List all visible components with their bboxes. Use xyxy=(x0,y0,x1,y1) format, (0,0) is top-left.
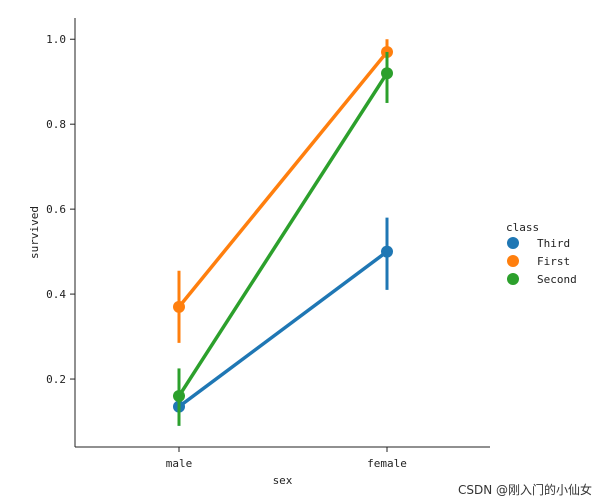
series-layer xyxy=(173,39,393,426)
legend-label: Second xyxy=(537,273,577,286)
legend-label: Third xyxy=(537,237,570,250)
y-tick-label: 0.4 xyxy=(46,288,66,301)
y-tick-label: 0.6 xyxy=(46,203,66,216)
legend-label: First xyxy=(537,255,570,268)
series-line xyxy=(177,50,389,308)
data-point xyxy=(173,390,185,403)
legend-marker xyxy=(507,255,519,267)
y-axis-label: survived xyxy=(28,206,41,259)
legend-marker xyxy=(507,273,519,285)
legend-marker xyxy=(507,237,519,249)
y-tick-label: 1.0 xyxy=(46,33,66,46)
x-tick-label: male xyxy=(166,457,193,470)
data-point xyxy=(381,67,393,80)
x-tick-label: female xyxy=(367,457,407,470)
watermark: CSDN @刚入门的小仙女 xyxy=(457,483,592,497)
series-line xyxy=(177,250,389,409)
y-tick-label: 0.2 xyxy=(46,373,66,386)
series-third xyxy=(173,217,393,426)
data-point xyxy=(381,245,393,258)
y-tick-label: 0.8 xyxy=(46,118,66,131)
legend: class Third First Second xyxy=(506,221,577,286)
x-axis-ticks: male female xyxy=(166,447,407,470)
series-second xyxy=(173,51,393,426)
legend-title: class xyxy=(506,221,539,234)
y-axis-ticks: 0.2 0.4 0.6 0.8 1.0 xyxy=(46,33,75,386)
series-first xyxy=(173,39,393,343)
data-point xyxy=(173,300,185,313)
series-line xyxy=(177,72,389,397)
x-axis-label: sex xyxy=(273,474,293,487)
axes xyxy=(74,18,490,448)
